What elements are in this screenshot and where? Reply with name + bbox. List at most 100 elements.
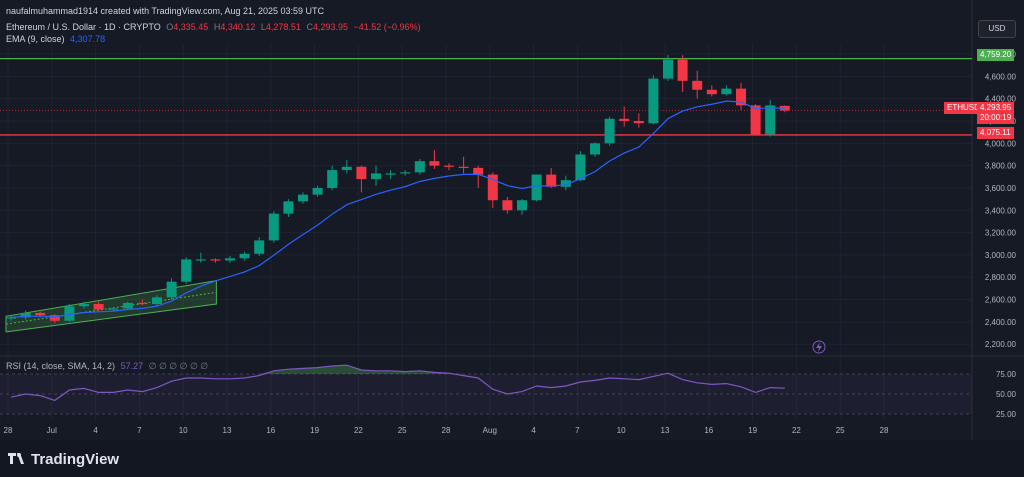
candle (152, 295, 162, 307)
candle-body (108, 308, 119, 310)
candle (517, 199, 527, 215)
ohlc-open: 4,335.45 (173, 22, 209, 32)
candle-body (473, 167, 484, 175)
candle (531, 174, 542, 202)
candle-body (6, 317, 16, 319)
candle-body (575, 154, 586, 181)
time-tick-label: 13 (223, 426, 232, 435)
countdown-tag: 20:00:19 (977, 112, 1015, 124)
time-tick-label: 13 (661, 426, 670, 435)
candle (210, 258, 221, 263)
candle-body (283, 201, 294, 214)
candle-body (560, 180, 571, 187)
candle (312, 185, 323, 197)
chart-credit: naufalmuhammad1914 created with TradingV… (6, 6, 325, 16)
bolt-icon-glyph (816, 342, 822, 352)
candle-body (312, 187, 323, 195)
price-tick-label: 4,400.00 (985, 95, 1017, 104)
candle-body (604, 118, 615, 144)
price-tick-label: 3,000.00 (985, 251, 1017, 260)
time-tick-label: 19 (748, 426, 757, 435)
candle (663, 55, 673, 81)
currency-button[interactable]: USD (978, 20, 1016, 38)
candle (414, 158, 425, 175)
ohlc-close: 4,293.95 (312, 22, 348, 32)
price-tick-label: 2,200.00 (985, 340, 1017, 349)
candle-body (268, 213, 279, 241)
support-price-tag: 4,075.11 (977, 127, 1014, 139)
candle (750, 104, 761, 136)
candle (590, 142, 600, 157)
ema-value: 4,307.78 (70, 34, 106, 44)
candle-body (663, 59, 673, 79)
candle (648, 75, 659, 125)
candle (341, 160, 352, 174)
candle (677, 55, 688, 92)
ema-line (10, 100, 785, 319)
rsi-legend[interactable]: RSI (14, close, SMA, 14, 2) 57.27 ∅ ∅ ∅ … (6, 361, 211, 372)
footer-bar (0, 440, 1024, 477)
candle-body (721, 88, 732, 95)
time-tick-label: 25 (398, 426, 407, 435)
candle-body (517, 200, 527, 211)
time-tick-label: 28 (442, 426, 451, 435)
candles (6, 55, 790, 323)
candle (166, 278, 177, 300)
rsi-value: 57.27 (120, 361, 144, 371)
ema-legend[interactable]: EMA (9, close) 4,307.78 (6, 34, 108, 44)
time-tick-label: 10 (617, 426, 626, 435)
candle-body (692, 80, 703, 90)
candle (736, 83, 746, 110)
candle (575, 151, 586, 182)
candle-body (619, 118, 630, 121)
candle-body (765, 105, 776, 135)
candle (283, 199, 294, 217)
candle-body (210, 259, 221, 261)
candle (458, 156, 469, 174)
candle (181, 257, 192, 284)
time-tick-label: 16 (266, 426, 275, 435)
ohlc-low-label: L (260, 22, 266, 32)
price-tick-label: 2,600.00 (985, 296, 1017, 305)
candle (385, 170, 396, 180)
candle (93, 301, 104, 312)
candle (195, 252, 206, 263)
time-tick-label: Jul (47, 426, 57, 435)
ohlc-low: 4,278.51 (265, 22, 301, 32)
candle-body (502, 200, 513, 211)
price-tick-label: 4,000.00 (985, 139, 1017, 148)
chart-area[interactable] (0, 0, 1024, 440)
time-tick-label: 25 (836, 426, 845, 435)
grid-lines (0, 44, 972, 420)
symbol-line: Ethereum / U.S. Dollar · 1D · CRYPTO O4,… (6, 22, 424, 32)
candle (49, 314, 60, 323)
time-tick-label: 28 (4, 426, 13, 435)
time-tick-label: 7 (575, 426, 580, 435)
rsi-tick-label: 75.00 (996, 370, 1017, 379)
ohlc-open-label: O (166, 22, 174, 32)
candle (444, 163, 454, 171)
chart-canvas[interactable]: 4,800.004,600.004,400.004,200.004,000.00… (0, 0, 1024, 440)
candle (487, 172, 498, 209)
candle (20, 310, 31, 320)
ohlc-high: 4,340.12 (220, 22, 256, 32)
candle (546, 167, 557, 188)
candle-body (166, 281, 177, 298)
candle (560, 175, 571, 191)
rsi-label: RSI (14, close, SMA, 14, 2) (6, 361, 116, 371)
time-tick-label: 16 (704, 426, 713, 435)
candle-body (706, 89, 717, 95)
bolt-icon (812, 340, 826, 354)
time-tick-label: 10 (179, 426, 188, 435)
time-tick-label: 7 (137, 426, 142, 435)
candle-body (750, 105, 761, 135)
candle (633, 113, 644, 128)
candle-body (356, 166, 367, 180)
candle (473, 165, 484, 188)
candle-body (239, 253, 250, 259)
candle-body (414, 161, 425, 173)
candle-body (35, 312, 46, 316)
rsi-line (10, 364, 785, 402)
candle-body (458, 166, 469, 168)
candle (6, 315, 16, 321)
